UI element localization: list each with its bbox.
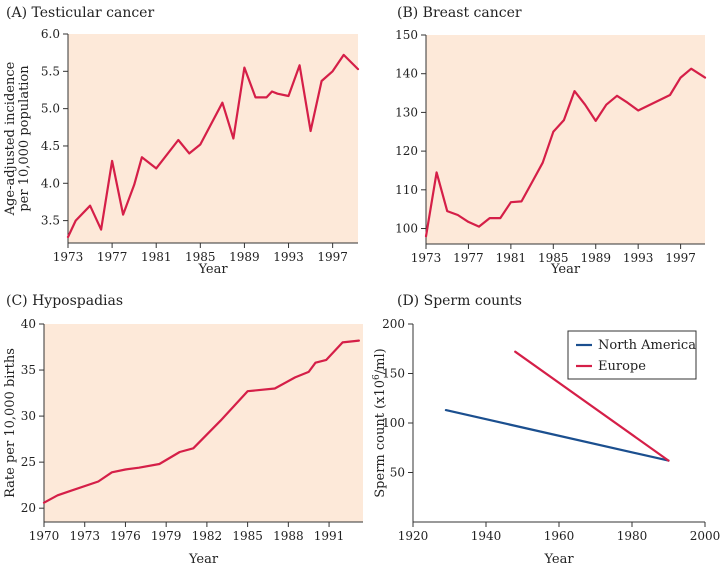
x-tick-label: 1976	[110, 529, 141, 543]
plot-background	[68, 34, 358, 243]
x-tick-label: 1960	[544, 529, 575, 543]
y-tick-label: 20	[21, 501, 36, 515]
x-tick-label: 1979	[151, 529, 182, 543]
series-line-c	[42, 339, 360, 504]
y-axis-label: Sperm count (x106/ml)	[372, 348, 388, 497]
y-tick-label: 140	[395, 67, 418, 81]
x-tick-label: 1981	[496, 251, 527, 265]
x-tick-label: 1988	[273, 529, 304, 543]
y-tick-label: 3.5	[41, 214, 60, 228]
y-tick-label: 25	[21, 455, 36, 469]
legend-box	[567, 330, 697, 380]
x-tick-label: 1991	[314, 529, 345, 543]
y-tick-label: 40	[21, 317, 36, 331]
x-tick-label: 1973	[53, 250, 84, 264]
series-line-b	[424, 67, 707, 238]
x-tick-label: 1993	[623, 251, 654, 265]
x-tick-label: 1985	[185, 250, 216, 264]
y-axis-label: Age-adjusted incidence	[3, 61, 18, 216]
y-tick-label: 5.0	[41, 102, 60, 116]
chart-title: (C) Hypospadias	[6, 293, 123, 309]
y-tick-label: 50	[390, 466, 405, 480]
y-tick-label: 120	[395, 144, 418, 158]
chart-title: (A) Testicular cancer	[6, 5, 154, 21]
y-tick-label: 5.5	[41, 64, 60, 78]
x-axis-label: Year	[543, 552, 574, 567]
x-tick-label: 1985	[538, 251, 569, 265]
x-tick-label: 1970	[29, 529, 60, 543]
x-axis-label: Year	[197, 262, 228, 277]
x-tick-label: 1982	[192, 529, 223, 543]
y-tick-label: 4.5	[41, 139, 60, 153]
y-axis-label: Rate per 10,000 births	[3, 348, 18, 498]
y-tick-label: 100	[382, 416, 405, 430]
y-tick-label: 4.0	[41, 176, 60, 190]
x-tick-label: 1997	[317, 250, 348, 264]
x-tick-label: 1973	[411, 251, 442, 265]
y-tick-label: 150	[395, 28, 418, 42]
plot-background	[426, 35, 705, 244]
x-tick-label: 1997	[665, 251, 696, 265]
y-tick-label: 200	[382, 317, 405, 331]
plot-background	[44, 324, 363, 522]
series-line-a	[66, 53, 360, 239]
y-axis-label-part: Sperm count (x10	[373, 380, 388, 498]
x-axis-label: Year	[550, 262, 581, 277]
panel-a: (A) Testicular cancer 1973 1977 1981 1985 198…	[3, 5, 360, 277]
y-tick-label: 150	[382, 367, 405, 381]
y-tick-label: 100	[395, 222, 418, 236]
panel-c: (C) Hypospadias 1970 1973 1976 1979 1982 1985 1…	[3, 293, 363, 567]
x-tick-label: 1981	[141, 250, 172, 264]
y-tick-label: 30	[21, 409, 36, 423]
legend: North America Europe	[567, 330, 697, 380]
panel-d: (D) Sperm counts 1920 1940 1960 1980 2000 50 10…	[372, 293, 720, 567]
x-tick-label: 1989	[229, 250, 260, 264]
x-tick-label: 1993	[273, 250, 304, 264]
series-line-north-america	[444, 409, 670, 462]
x-tick-label: 1940	[471, 529, 502, 543]
panel-b: (B) Breast cancer 1973 1977 1981 1985 1989 199…	[395, 5, 707, 277]
x-tick-label: 2000	[690, 529, 721, 543]
y-tick-label: 6.0	[41, 27, 60, 41]
x-tick-label: 1985	[232, 529, 263, 543]
series-line-europe	[514, 350, 670, 462]
x-tick-label: 1920	[398, 529, 429, 543]
x-tick-label: 1973	[69, 529, 100, 543]
legend-label: Europe	[598, 359, 646, 374]
x-tick-label: 1977	[97, 250, 128, 264]
x-tick-label: 1977	[453, 251, 484, 265]
x-tick-label: 1989	[580, 251, 611, 265]
x-tick-label: 1980	[617, 529, 648, 543]
chart-title: (D) Sperm counts	[397, 293, 522, 309]
x-axis-label: Year	[188, 552, 219, 567]
y-tick-label: 130	[395, 105, 418, 119]
y-tick-label: 110	[395, 183, 418, 197]
y-axis-label-part: /ml)	[373, 348, 388, 374]
y-tick-label: 35	[21, 363, 36, 377]
chart-title: (B) Breast cancer	[397, 5, 522, 21]
legend-label: North America	[598, 338, 696, 353]
y-axis-label: per 10,000 population	[17, 65, 32, 212]
y-axis-label-superscript: 6	[372, 374, 382, 380]
